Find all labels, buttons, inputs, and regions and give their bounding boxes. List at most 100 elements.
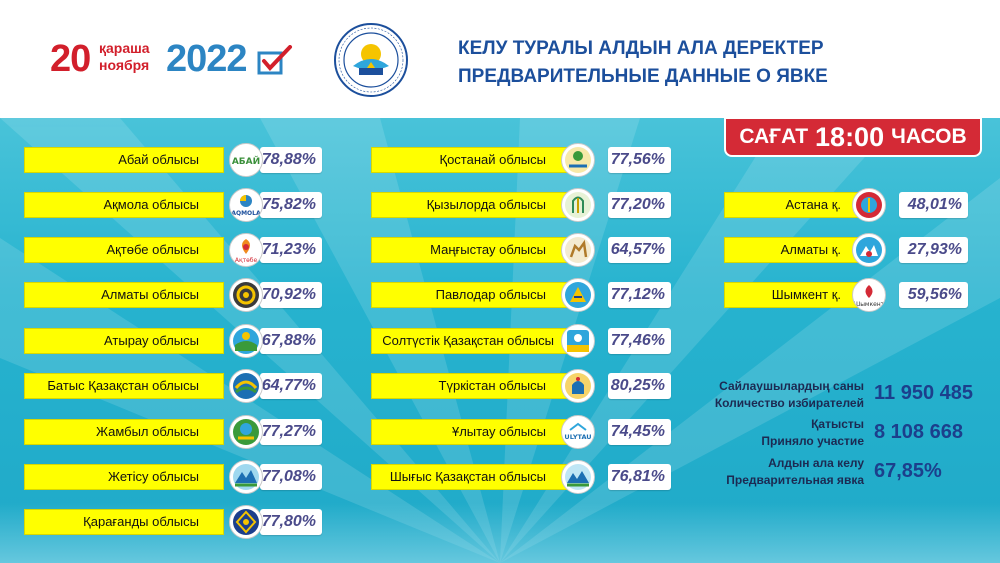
west-kazakhstan-region-logo-icon [229,369,263,403]
almaty-region-logo-icon [229,278,263,312]
region-row: Шығыс Қазақстан облысы 76,81% [371,460,671,494]
region-turnout: 74,45% [608,419,671,445]
region-turnout: 64,57% [608,237,671,263]
region-turnout: 77,56% [608,147,671,173]
city-turnout: 59,56% [899,282,968,308]
preliminary-turnout-value: 67,85% [874,460,942,482]
ballot-check-icon [257,45,292,75]
region-turnout: 77,27% [260,419,322,445]
city-row: Шымкент қ. 59,56% Шымкент [724,278,968,312]
region-turnout: 77,46% [608,328,671,354]
region-turnout: 70,92% [260,282,322,308]
month-ru: ноября [99,57,150,73]
participated-value: 8 108 668 [874,421,963,443]
region-turnout: 78,88% [260,147,322,173]
svg-text:Ақтөбе: Ақтөбе [235,257,258,264]
region-turnout: 67,88% [260,328,322,354]
region-name: Қарағанды облысы [24,509,224,535]
region-name: Маңғыстау облысы [371,237,571,263]
region-row: Қарағанды облысы 77,80% [24,505,322,539]
region-row: Абай облысы 78,88% АБАЙ [24,143,322,177]
region-turnout: 75,82% [260,192,322,218]
region-turnout: 77,12% [608,282,671,308]
date-year: 2022 [166,38,248,80]
region-name: Батыс Қазақстан облысы [24,373,224,399]
stat-label-kz: Қатысты [811,417,864,431]
city-name: Шымкент қ. [724,282,866,308]
pavlodar-region-logo-icon [561,278,595,312]
region-name: Солтүстік Қазақстан облысы [371,328,571,354]
region-name: Жамбыл облысы [24,419,224,445]
voters-count-label: Сайлаушылардың саны Количество избирател… [700,378,864,412]
astana-city-logo-icon [852,188,886,222]
region-turnout: 64,77% [260,373,322,399]
region-name: Шығыс Қазақстан облысы [371,464,571,490]
region-name: Ақтөбе облысы [24,237,224,263]
stat-label-kz: Алдын ала келу [768,456,864,470]
region-name: Ақмола облысы [24,192,224,218]
city-name: Алматы қ. [724,237,866,263]
region-name: Ұлытау облысы [371,419,571,445]
region-name: Қостанай облысы [371,147,571,173]
shymkent-city-logo-icon: Шымкент [852,278,886,312]
region-row: Павлодар облысы 77,12% [371,278,671,312]
region-turnout: 71,23% [260,237,322,263]
region-name: Қызылорда облысы [371,192,571,218]
region-row: Қостанай облысы 77,56% [371,143,671,177]
city-turnout: 27,93% [899,237,968,263]
date-day: 20 [50,38,91,80]
zhambyl-region-logo-icon [229,415,263,449]
region-row: Маңғыстау облысы 64,57% [371,233,671,267]
region-turnout: 77,80% [260,509,322,535]
region-row: Солтүстік Қазақстан облысы 77,46% [371,324,671,358]
region-turnout: 77,20% [608,192,671,218]
time-value: 18:00 [815,121,885,152]
svg-text:ULYTAU: ULYTAU [564,433,591,441]
turkestan-region-logo-icon [561,369,595,403]
region-row: Жамбыл облысы 77,27% [24,415,322,449]
city-row: Алматы қ. 27,93% [724,233,968,267]
city-row: Астана қ. 48,01% [724,188,968,222]
mangystau-region-logo-icon [561,233,595,267]
region-turnout: 80,25% [608,373,671,399]
region-row: Ақтөбе облысы 71,23% Ақтөбе [24,233,322,267]
atyrau-region-logo-icon [229,324,263,358]
region-row: Ұлытау облысы 74,45% ULYTAU [371,415,671,449]
region-row: Батыс Қазақстан облысы 64,77% [24,369,322,403]
stat-label-ru: Приняло участие [761,434,864,448]
region-row: Жетісу облысы 77,08% [24,460,322,494]
month-kz: қараша [99,40,150,56]
time-label-ru: ЧАСОВ [891,125,967,148]
voters-count-value: 11 950 485 [874,382,973,404]
date-months: қараша ноября [99,40,150,74]
stat-label-ru: Предварительная явка [726,473,864,487]
kostanay-region-logo-icon [561,143,595,177]
preliminary-turnout-label: Алдын ала келу Предварительная явка [700,455,864,489]
akmola-region-logo-icon: AQMOLA [229,188,263,222]
aktobe-region-logo-icon: Ақтөбе [229,233,263,267]
abai-region-logo-icon: АБАЙ [229,143,263,177]
region-turnout: 77,08% [260,464,322,490]
east-kazakhstan-region-logo-icon [561,460,595,494]
zhetisu-region-logo-icon [229,460,263,494]
stat-label-ru: Количество избирателей [714,396,864,410]
election-commission-emblem-icon [334,23,408,97]
region-name: Атырау облысы [24,328,224,354]
title-kz: КЕЛУ ТУРАЛЫ АЛДЫН АЛА ДЕРЕКТЕР [458,38,824,59]
region-name: Жетісу облысы [24,464,224,490]
region-name: Алматы облысы [24,282,224,308]
svg-text:AQMOLA: AQMOLA [231,210,261,217]
region-row: Алматы облысы 70,92% [24,278,322,312]
svg-text:Шымкент: Шымкент [854,301,885,308]
almaty-city-logo-icon [852,233,886,267]
region-row: Атырау облысы 67,88% [24,324,322,358]
stat-label-kz: Сайлаушылардың саны [719,379,864,393]
city-name: Астана қ. [724,192,866,218]
time-label-kz: САҒАТ [739,125,809,148]
svg-text:АБАЙ: АБАЙ [232,155,260,167]
time-badge: САҒАТ 18:00 ЧАСОВ [724,117,982,157]
region-row: Қызылорда облысы 77,20% [371,188,671,222]
city-turnout: 48,01% [899,192,968,218]
region-row: Ақмола облысы 75,82% AQMOLA [24,188,322,222]
participated-label: Қатысты Приняло участие [700,416,864,450]
